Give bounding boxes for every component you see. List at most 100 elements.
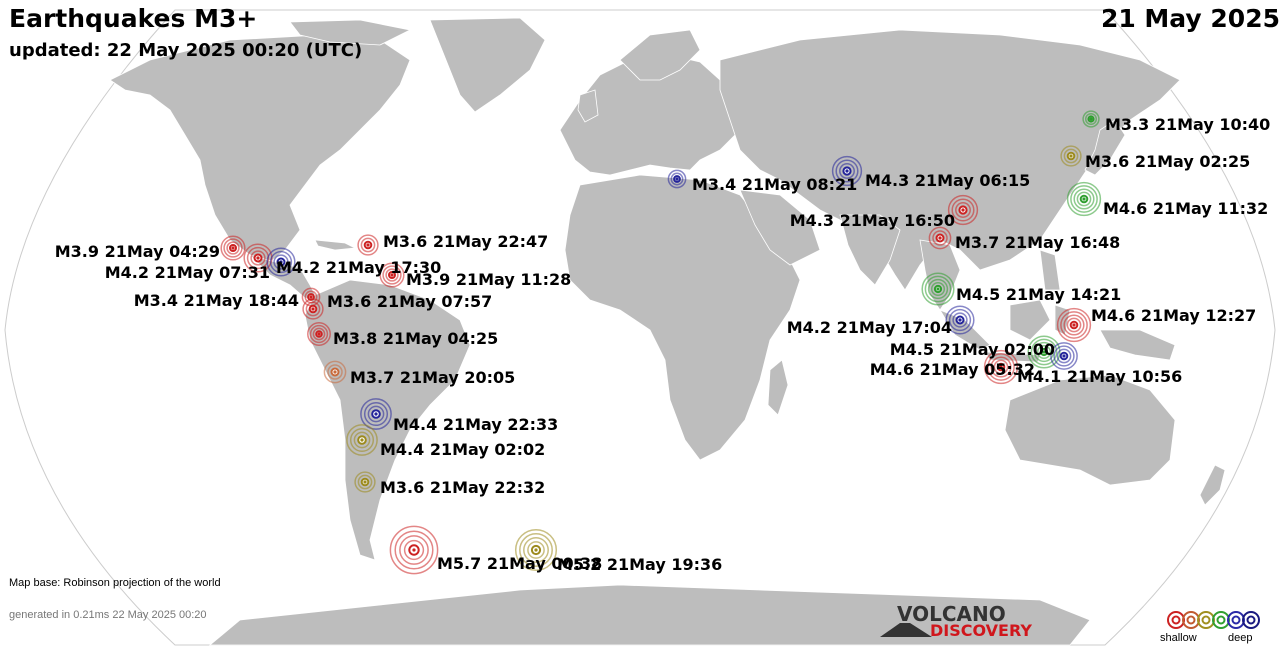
earthquake-marker[interactable] — [389, 525, 439, 575]
land-new-zealand — [1199, 464, 1226, 506]
volcanodiscovery-logo[interactable]: VOLCANO DISCOVERY — [880, 602, 1033, 642]
earthquake-marker[interactable] — [831, 155, 863, 187]
earthquake-marker[interactable] — [360, 398, 392, 430]
earthquake-marker[interactable] — [1050, 342, 1078, 370]
earthquake-label: M3.4 21May 08:21 — [692, 175, 857, 194]
earthquake-epicenter — [534, 548, 538, 552]
earthquake-ring — [948, 308, 972, 332]
earthquake-marker[interactable] — [1082, 110, 1100, 128]
earthquake-ring — [220, 235, 246, 261]
earthquake-ring — [1063, 314, 1085, 336]
earthquake-label: M4.2 21May 17:30 — [276, 258, 441, 277]
logo-discovery-text: DISCOVERY — [930, 621, 1033, 640]
earthquake-ring — [1066, 181, 1102, 217]
earthquake-ring — [1060, 311, 1088, 339]
earthquake-ring — [983, 349, 1019, 385]
earthquake-ring — [250, 250, 266, 266]
earthquake-ring — [323, 360, 347, 384]
earthquake-ring — [305, 301, 321, 317]
land-australia — [1004, 374, 1176, 486]
land-cuba — [314, 239, 357, 251]
earthquake-label: M4.5 21May 14:21 — [956, 285, 1121, 304]
earthquake-ring — [389, 525, 439, 575]
earthquake-ring — [990, 356, 1012, 378]
depth-legend: shallow deep — [1160, 608, 1270, 648]
land-uk — [577, 89, 599, 123]
earthquake-epicenter — [958, 318, 962, 322]
earthquake-marker[interactable] — [947, 194, 979, 226]
earthquake-label: M4.3 21May 06:15 — [865, 171, 1030, 190]
earthquake-ring — [527, 541, 545, 559]
earthquake-epicenter — [1072, 323, 1076, 327]
logo-volcano-text: VOLCANO — [897, 602, 1006, 626]
earthquake-marker[interactable] — [1060, 145, 1082, 167]
earthquake-ring — [839, 163, 855, 179]
earthquake-marker[interactable] — [921, 272, 955, 306]
earthquake-label: M4.2 21May 17:04 — [787, 318, 952, 337]
volcano-icon — [880, 623, 932, 637]
earthquake-epicenter — [961, 208, 965, 212]
earthquake-epicenter — [999, 365, 1003, 369]
earthquake-ring — [309, 324, 329, 344]
earthquake-ring — [403, 539, 425, 561]
earthquake-epicenter — [311, 307, 315, 311]
earthquake-label: M3.9 21May 04:29 — [55, 242, 220, 261]
earthquake-ring — [993, 359, 1009, 375]
earthquake-marker[interactable] — [266, 247, 296, 277]
earthquake-ring — [1056, 348, 1072, 364]
earthquake-label: M4.2 21May 07:31 — [105, 263, 270, 282]
earthquake-epicenter — [374, 412, 378, 416]
earthquake-marker[interactable] — [354, 471, 376, 493]
earthquake-marker[interactable] — [346, 424, 378, 456]
earthquake-ring — [835, 159, 859, 183]
earthquake-ring — [354, 471, 376, 493]
earthquake-ring — [367, 405, 385, 423]
earthquake-label: M3.3 21May 10:40 — [1105, 115, 1270, 134]
earthquake-marker[interactable] — [1056, 307, 1092, 343]
earthquake-ring — [1060, 145, 1082, 167]
earthquake-epicenter — [936, 287, 940, 291]
earthquake-ring — [1027, 335, 1061, 369]
earthquake-ring — [955, 202, 971, 218]
earthquake-label: M5.2 21May 19:36 — [557, 555, 722, 574]
legend-depth-circle — [1242, 611, 1260, 629]
earthquake-marker[interactable] — [983, 349, 1019, 385]
earthquake-epicenter — [363, 480, 367, 484]
earthquake-marker[interactable] — [514, 528, 558, 572]
earthquake-marker[interactable] — [379, 262, 405, 288]
earthquake-ring — [312, 327, 326, 341]
earthquake-label: M5.7 21May 00:38 — [437, 554, 602, 573]
earthquake-label: M4.6 21May 12:27 — [1091, 306, 1256, 325]
earthquake-marker[interactable] — [667, 169, 687, 189]
earthquake-epicenter — [279, 260, 283, 264]
earthquake-marker[interactable] — [307, 322, 331, 346]
earthquake-label: M3.9 21May 11:28 — [406, 270, 571, 289]
earthquake-marker[interactable] — [945, 305, 975, 335]
earthquake-marker[interactable] — [220, 235, 246, 261]
earthquake-marker[interactable] — [1027, 335, 1061, 369]
earthquake-marker[interactable] — [357, 234, 379, 256]
legend-shallow-label: shallow — [1160, 632, 1197, 644]
depth-legend-circles — [1167, 611, 1260, 629]
map-date: 21 May 2025 — [1100, 4, 1280, 33]
earthquake-epicenter — [1089, 117, 1093, 121]
earthquake-ring — [932, 230, 948, 246]
earthquake-ring — [394, 530, 434, 570]
earthquake-marker[interactable] — [1066, 181, 1102, 217]
earthquake-marker[interactable] — [323, 360, 347, 384]
earthquake-ring — [307, 322, 331, 346]
earthquake-epicenter — [1069, 154, 1073, 158]
earthquake-label: M4.3 21May 16:50 — [790, 211, 955, 230]
earthquake-epicenter — [333, 370, 337, 374]
earthquake-marker[interactable] — [302, 298, 324, 320]
earthquake-label: M3.4 21May 18:44 — [134, 291, 299, 310]
earthquake-epicenter — [317, 332, 321, 336]
earthquake-ring — [831, 155, 863, 187]
earthquake-ring — [1063, 148, 1079, 164]
earthquake-label: M4.5 21May 02:00 — [890, 340, 1055, 359]
earthquake-ring — [379, 262, 405, 288]
earthquake-label: M3.6 21May 07:57 — [327, 292, 492, 311]
earthquake-ring — [1033, 341, 1055, 363]
earthquake-epicenter — [390, 273, 394, 277]
earthquake-marker[interactable] — [928, 226, 952, 250]
